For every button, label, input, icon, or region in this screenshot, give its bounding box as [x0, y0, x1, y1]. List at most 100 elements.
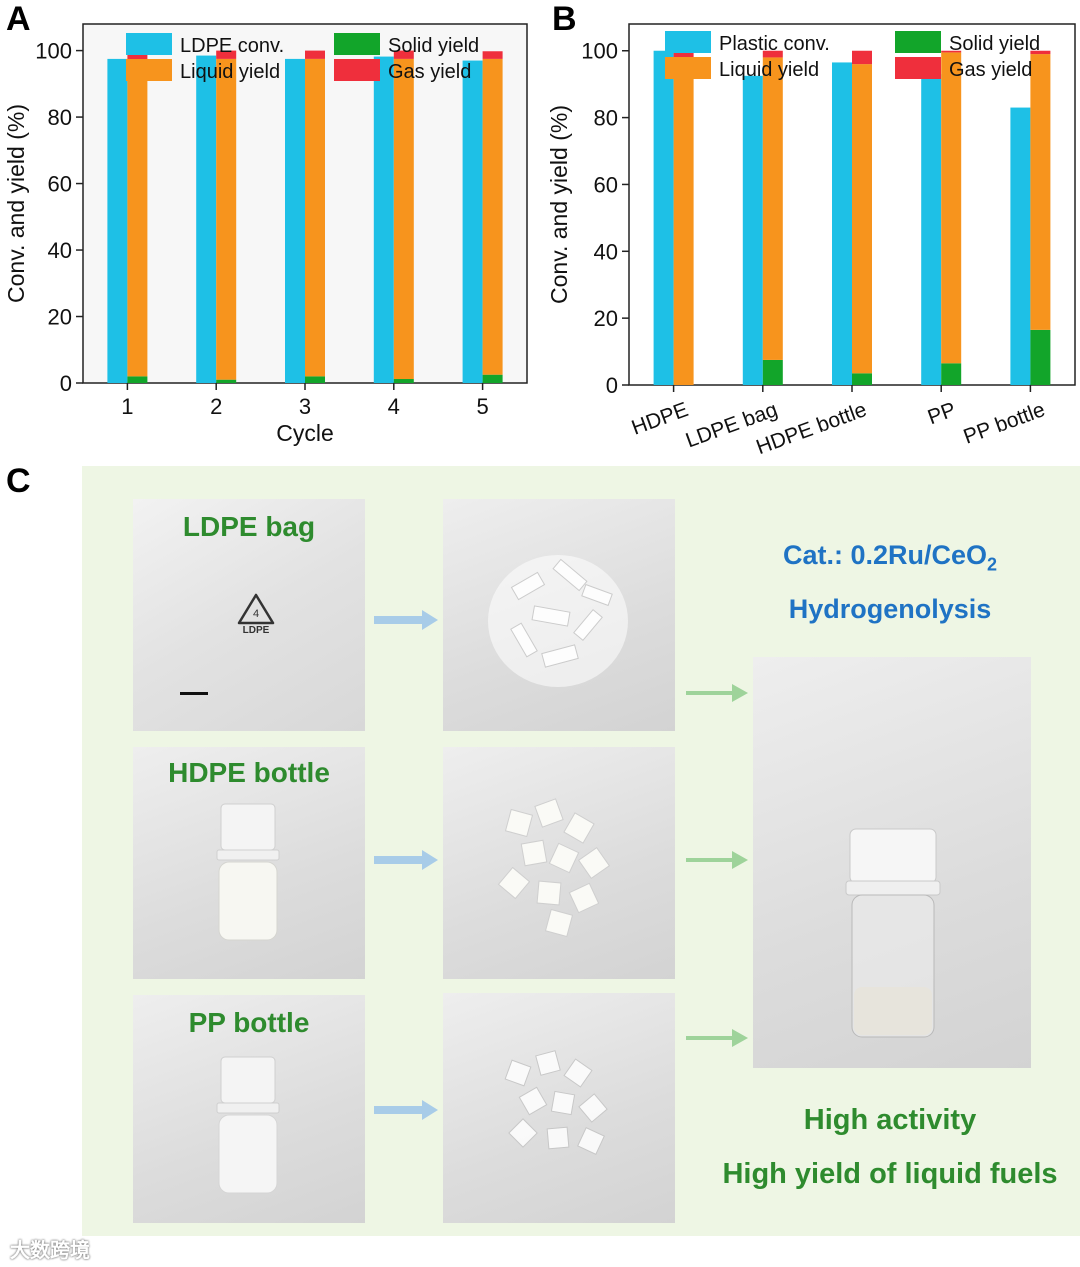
bar-gas-yield: [482, 51, 503, 59]
plastic-pieces-image: [497, 798, 611, 938]
x-axis-label: Cycle: [276, 420, 334, 446]
bar-liquid-yield: [941, 52, 962, 364]
legend-swatch: [895, 57, 941, 79]
y-tick-label: 40: [48, 238, 72, 263]
bar-conversion: [196, 55, 217, 383]
bar-conversion: [107, 58, 128, 384]
photo-ldpe-pieces: [443, 499, 675, 731]
bar-liquid-yield: [852, 64, 872, 374]
arrow-right-icon: [374, 610, 438, 630]
y-tick-label: 80: [594, 106, 618, 131]
panel-letter-b: B: [552, 0, 577, 38]
arrow-right-icon: [686, 1029, 748, 1047]
photo-hdpe-pieces: [443, 747, 675, 979]
bar-liquid-yield: [127, 60, 148, 377]
bar-liquid-yield: [762, 57, 783, 360]
bar-gas-yield: [852, 50, 872, 65]
photo-pp-pieces: [443, 993, 675, 1223]
bar-solid-yield: [127, 376, 148, 383]
y-axis-label: Conv. and yield (%): [3, 104, 29, 303]
label-ldpe-bag: LDPE bag: [182, 511, 316, 542]
bar-gas-yield: [1030, 50, 1051, 55]
result-yield: High yield of liquid fuels: [722, 1158, 1058, 1190]
bar-liquid-yield: [393, 58, 414, 380]
photo-liquid-vial: [753, 657, 1031, 1068]
recycle-symbol-icon: 4: [237, 593, 275, 625]
bar-solid-yield: [941, 363, 962, 385]
x-tick-label: PP: [925, 398, 959, 429]
catalyst-label: Cat.: 0.2Ru/CeO2: [782, 540, 998, 575]
x-tick-label: 5: [476, 394, 488, 419]
y-tick-label: 100: [581, 39, 618, 64]
bar-solid-yield: [762, 359, 783, 385]
bar-liquid-yield: [305, 58, 325, 377]
y-tick-label: 80: [48, 105, 72, 130]
y-tick-label: 40: [594, 239, 618, 264]
panel-letter-c: C: [6, 462, 31, 500]
scale-bar: [180, 692, 208, 695]
bar-conversion: [1010, 107, 1031, 385]
arrow-right-icon: [686, 851, 748, 869]
photo-ldpe-bag: LDPE bag 4 LDPE: [133, 499, 365, 731]
legend-label: Gas yield: [949, 59, 1032, 81]
watermark: 大数跨境: [10, 1238, 90, 1262]
legend-label: Solid yield: [949, 33, 1040, 55]
x-tick-label: 4: [388, 394, 400, 419]
bar-solid-yield: [216, 379, 237, 383]
photo-pp-bottle: PP bottle: [133, 995, 365, 1223]
y-tick-label: 0: [60, 371, 72, 396]
vial-image: [845, 828, 941, 1038]
legend-label: Liquid yield: [180, 61, 280, 83]
y-tick-label: 60: [594, 172, 618, 197]
plastic-pieces-image: [504, 1050, 608, 1155]
svg-text:4: 4: [253, 608, 259, 620]
bar-liquid-yield: [673, 75, 694, 386]
x-tick-label: HDPE: [629, 398, 692, 440]
bar-conversion: [462, 60, 483, 383]
x-tick-label: 3: [299, 394, 311, 419]
bar-gas-yield: [762, 50, 783, 58]
legend-label: Plastic conv.: [719, 33, 830, 55]
legend-swatch: [334, 33, 380, 55]
bar-conversion: [832, 62, 852, 385]
result-activity: High activity: [803, 1104, 977, 1136]
bar-gas-yield: [393, 50, 414, 59]
legend-label: LDPE conv.: [180, 35, 284, 57]
bar-gas-yield: [305, 50, 325, 59]
x-tick-label: PP bottle: [961, 398, 1049, 449]
bar-gas-yield: [127, 52, 148, 61]
bar-liquid-yield: [482, 58, 503, 375]
legend-label: Liquid yield: [719, 59, 819, 81]
bar-conversion: [653, 50, 674, 385]
y-tick-label: 20: [48, 305, 72, 330]
bottle-image: [216, 1056, 280, 1194]
bar-solid-yield: [305, 376, 325, 383]
legend-swatch: [334, 59, 380, 81]
y-tick-label: 60: [48, 172, 72, 197]
label-pp-bottle: PP bottle: [188, 1007, 310, 1038]
arrow-right-icon: [374, 1100, 438, 1120]
bar-gas-yield: [941, 50, 962, 53]
y-tick-label: 100: [35, 39, 72, 64]
bar-conversion: [373, 56, 394, 383]
recycle-code-text: LDPE: [242, 625, 270, 636]
arrow-right-icon: [686, 684, 748, 702]
panel-letter-a: A: [6, 0, 31, 38]
chart-a: 0 20 40 60 80 100 1 2 3 4 5 Conv. and yield (%) Cycl…: [3, 23, 528, 446]
bar-solid-yield: [393, 379, 414, 383]
legend-label: Gas yield: [388, 61, 471, 83]
legend-swatch: [126, 33, 172, 55]
bar-gas-yield: [216, 50, 237, 59]
bar-liquid-yield: [1030, 54, 1051, 330]
bottle-image: [216, 803, 280, 941]
y-tick-label: 0: [606, 373, 618, 398]
legend-label: Solid yield: [388, 35, 479, 57]
bar-solid-yield: [1030, 329, 1051, 385]
bar-liquid-yield: [216, 58, 237, 380]
bar-solid-yield: [482, 374, 503, 383]
legend-swatch: [665, 57, 711, 79]
process-label: Hydrogenolysis: [788, 594, 992, 624]
y-tick-label: 20: [594, 306, 618, 331]
legend-swatch: [665, 31, 711, 53]
